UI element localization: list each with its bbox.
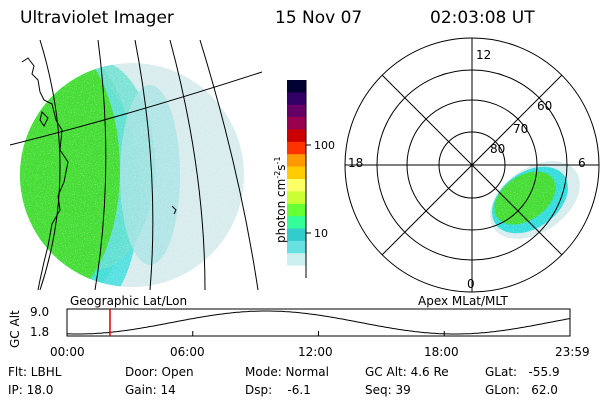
status-seq: Seq: 39 xyxy=(365,383,411,397)
colorbar-tick-10: 10 xyxy=(314,227,328,240)
colorbar-band xyxy=(287,129,306,143)
alt-axis-label: GC Alt xyxy=(8,310,22,348)
mlt-label-18: 18 xyxy=(348,156,364,170)
status-door: Door: Open xyxy=(125,365,194,379)
unit-text: photon cm xyxy=(274,178,288,243)
status-mode: Mode: Normal xyxy=(245,365,329,379)
status-gcalt: GC Alt: 4.6 Re xyxy=(365,365,449,379)
colorbar-band xyxy=(287,203,306,217)
colorbar-band xyxy=(287,92,306,106)
colorbar-band xyxy=(287,216,306,229)
colorbar-tick-100: 100 xyxy=(314,139,335,152)
status-ip: IP: 18.0 xyxy=(8,383,54,397)
colorbar xyxy=(287,80,306,279)
status-dsp: Dsp: -6.1 xyxy=(245,383,311,397)
mlt-label-0: 0 xyxy=(467,277,475,291)
status-glat: GLat: -55.9 xyxy=(485,365,560,379)
alt-xtick-1200: 12:00 xyxy=(298,345,333,359)
colorbar-band xyxy=(287,117,306,130)
alt-xtick-2359: 23:59 xyxy=(555,345,590,359)
alt-xtick-0600: 06:00 xyxy=(170,345,205,359)
status-flt: Flt: LBHL xyxy=(8,365,62,379)
colorbar-unit-label: photon cm-2s-1 xyxy=(271,156,288,243)
colorbar-band xyxy=(287,104,306,118)
polar-plot xyxy=(344,37,600,293)
instrument-title: Ultraviolet Imager xyxy=(20,8,174,28)
colorbar-band xyxy=(287,240,306,254)
colorbar-band xyxy=(287,166,306,180)
alt-xtick-1800: 18:00 xyxy=(424,345,459,359)
colorbar-band xyxy=(287,141,306,155)
lat-label-70: 70 xyxy=(513,122,529,136)
colorbar-band xyxy=(287,253,306,267)
colorbar-band xyxy=(287,179,306,192)
colorbar-band xyxy=(287,154,306,168)
unit-exp-2: -1 xyxy=(273,156,282,165)
lat-label-60: 60 xyxy=(537,99,553,113)
alt-xtick-0000: 00:00 xyxy=(50,345,85,359)
colorbar-band xyxy=(287,80,306,93)
geographic-image xyxy=(9,40,263,290)
apex-label: Apex MLat/MLT xyxy=(418,294,508,308)
lat-label-80: 80 xyxy=(490,142,506,156)
colorbar-band xyxy=(287,191,306,205)
status-glon: GLon: 62.0 xyxy=(485,383,558,397)
alt-ytick-high: 9.0 xyxy=(30,305,50,319)
colorbar-band xyxy=(287,265,306,279)
altitude-plot xyxy=(66,308,571,337)
unit-mid: s xyxy=(274,164,288,171)
status-gain: Gain: 14 xyxy=(125,383,176,397)
alt-ytick-low: 1.8 xyxy=(30,325,50,339)
mlt-label-12: 12 xyxy=(476,48,492,62)
date-label: 15 Nov 07 xyxy=(275,8,363,28)
colorbar-band xyxy=(287,228,306,242)
geographic-label: Geographic Lat/Lon xyxy=(70,294,188,308)
unit-exp-1: -2 xyxy=(273,170,282,179)
mlt-label-6: 6 xyxy=(578,156,586,170)
time-label: 02:03:08 UT xyxy=(430,8,535,28)
